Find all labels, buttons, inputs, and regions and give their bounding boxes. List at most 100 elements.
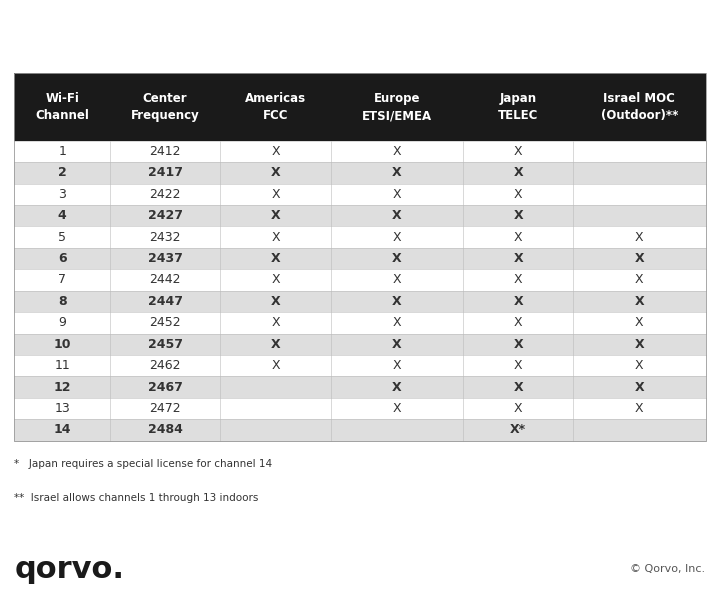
Text: 11: 11: [54, 359, 70, 372]
Text: X: X: [392, 166, 402, 179]
Text: 8: 8: [58, 295, 66, 308]
Bar: [14, 269, 706, 291]
Text: X: X: [392, 145, 401, 158]
Bar: [14, 73, 706, 441]
Text: X: X: [514, 359, 523, 372]
Text: 2442: 2442: [149, 274, 181, 286]
Text: X: X: [392, 231, 401, 244]
Text: 2447: 2447: [148, 295, 183, 308]
Text: X: X: [635, 316, 644, 329]
Text: X: X: [271, 166, 280, 179]
Text: X: X: [514, 402, 523, 415]
Text: 2484: 2484: [148, 424, 183, 436]
Text: X: X: [271, 295, 280, 308]
Text: 2467: 2467: [148, 381, 183, 394]
Text: qorvo.: qorvo.: [14, 554, 125, 584]
Text: X: X: [635, 274, 644, 286]
Bar: [14, 376, 706, 398]
Bar: [14, 248, 706, 269]
Text: X: X: [513, 381, 523, 394]
Text: X: X: [271, 231, 280, 244]
Bar: [14, 355, 706, 376]
Text: X: X: [634, 252, 644, 265]
Text: X: X: [514, 231, 523, 244]
Text: X: X: [392, 381, 402, 394]
Text: 6: 6: [58, 252, 66, 265]
Bar: [14, 205, 706, 226]
Text: Japan
TELEC: Japan TELEC: [498, 92, 539, 122]
Text: X: X: [635, 402, 644, 415]
Bar: [14, 73, 706, 141]
Text: 2452: 2452: [149, 316, 181, 329]
Text: Israel MOC
(Outdoor)**: Israel MOC (Outdoor)**: [600, 92, 678, 122]
Text: X: X: [634, 381, 644, 394]
Text: 2462: 2462: [149, 359, 181, 372]
Text: 3: 3: [58, 188, 66, 201]
Text: X: X: [513, 295, 523, 308]
Bar: [14, 226, 706, 248]
Text: X: X: [271, 316, 280, 329]
Bar: [14, 141, 706, 162]
Text: X: X: [271, 359, 280, 372]
Text: X: X: [635, 231, 644, 244]
Text: X: X: [392, 209, 402, 222]
Bar: [14, 419, 706, 441]
Text: X: X: [271, 274, 280, 286]
Text: X: X: [271, 209, 280, 222]
Text: X: X: [392, 316, 401, 329]
Text: X: X: [271, 145, 280, 158]
Text: X: X: [634, 338, 644, 351]
Text: X: X: [513, 252, 523, 265]
Text: 2412: 2412: [149, 145, 181, 158]
Text: X: X: [514, 145, 523, 158]
Bar: [14, 334, 706, 355]
Text: 2472: 2472: [149, 402, 181, 415]
Text: Europe
ETSI/EMEA: Europe ETSI/EMEA: [361, 92, 432, 122]
Text: **  Israel allows channels 1 through 13 indoors: ** Israel allows channels 1 through 13 i…: [14, 493, 258, 502]
Bar: [14, 312, 706, 334]
Text: 14: 14: [53, 424, 71, 436]
Text: 2432: 2432: [149, 231, 181, 244]
Text: X: X: [513, 338, 523, 351]
Text: X: X: [392, 252, 402, 265]
Text: X: X: [635, 359, 644, 372]
Text: 2457: 2457: [148, 338, 183, 351]
Bar: [14, 162, 706, 184]
Text: X: X: [392, 359, 401, 372]
Bar: [14, 184, 706, 205]
Text: X*: X*: [510, 424, 526, 436]
Text: Americas
FCC: Americas FCC: [245, 92, 306, 122]
Text: X: X: [514, 316, 523, 329]
Text: X: X: [271, 188, 280, 201]
Bar: [14, 398, 706, 419]
Text: 2: 2: [58, 166, 66, 179]
Text: X: X: [513, 209, 523, 222]
Text: Center
Frequency: Center Frequency: [131, 92, 199, 122]
Text: © Qorvo, Inc.: © Qorvo, Inc.: [631, 564, 706, 574]
Text: X: X: [514, 274, 523, 286]
Text: X: X: [392, 188, 401, 201]
Text: 5: 5: [58, 231, 66, 244]
Text: 9: 9: [58, 316, 66, 329]
Text: 2417: 2417: [148, 166, 183, 179]
Bar: [14, 291, 706, 312]
Text: 7: 7: [58, 274, 66, 286]
Text: X: X: [392, 402, 401, 415]
Text: 2427: 2427: [148, 209, 183, 222]
Text: *   Japan requires a special license for channel 14: * Japan requires a special license for c…: [14, 459, 273, 469]
Text: 2422: 2422: [149, 188, 181, 201]
Text: X: X: [634, 295, 644, 308]
Text: X: X: [271, 252, 280, 265]
Text: Wi-Fi
Channel: Wi-Fi Channel: [35, 92, 89, 122]
Text: X: X: [513, 166, 523, 179]
Text: 4: 4: [58, 209, 66, 222]
Text: 1: 1: [58, 145, 66, 158]
Text: X: X: [392, 295, 402, 308]
Text: 13: 13: [54, 402, 70, 415]
Text: X: X: [514, 188, 523, 201]
Text: X: X: [271, 338, 280, 351]
Text: 12: 12: [53, 381, 71, 394]
Text: 2437: 2437: [148, 252, 183, 265]
Text: 10: 10: [53, 338, 71, 351]
Text: X: X: [392, 338, 402, 351]
